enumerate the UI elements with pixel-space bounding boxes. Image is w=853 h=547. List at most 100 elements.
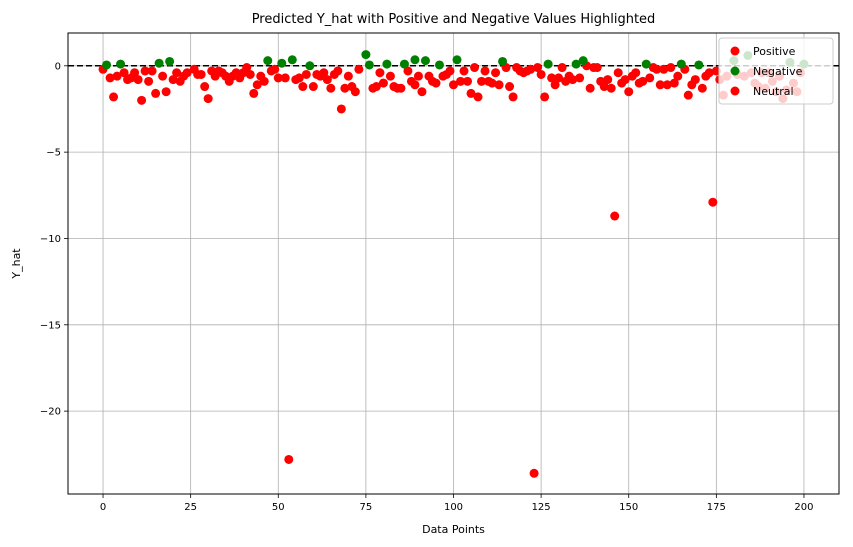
- data-point: [575, 73, 585, 83]
- legend-box: [718, 37, 834, 105]
- data-point: [420, 56, 430, 66]
- data-point: [613, 68, 623, 78]
- data-point: [578, 56, 588, 66]
- data-point: [620, 75, 630, 85]
- data-point: [200, 82, 210, 92]
- data-point: [371, 82, 381, 92]
- data-point: [284, 454, 294, 464]
- data-point: [172, 68, 182, 78]
- data-point: [301, 69, 311, 79]
- x-tick-label: 50: [272, 502, 285, 513]
- data-point: [456, 76, 466, 86]
- data-point: [557, 63, 567, 73]
- data-point: [610, 211, 620, 221]
- data-point: [399, 59, 409, 69]
- data-point: [396, 83, 406, 93]
- data-point: [708, 197, 718, 207]
- data-point: [137, 95, 147, 105]
- data-point: [459, 66, 469, 76]
- data-point: [326, 83, 336, 93]
- data-point: [498, 56, 508, 66]
- data-point: [333, 66, 343, 76]
- data-point: [249, 88, 259, 98]
- data-point: [350, 87, 360, 97]
- data-point: [645, 73, 655, 83]
- data-point: [543, 59, 553, 69]
- data-point: [242, 63, 252, 73]
- x-tick-label: 25: [184, 502, 197, 513]
- data-point: [161, 87, 171, 97]
- data-point: [417, 87, 427, 97]
- data-point: [526, 64, 536, 74]
- data-point: [403, 66, 413, 76]
- x-axis-ticks: 0 25 50 75 100 125 150 175 200: [100, 494, 814, 513]
- data-point: [676, 59, 686, 69]
- x-tick-label: 150: [619, 502, 638, 513]
- data-point: [147, 66, 157, 76]
- data-point: [683, 90, 693, 100]
- data-point: [158, 71, 168, 81]
- data-point: [203, 94, 213, 104]
- data-point: [133, 75, 143, 85]
- data-point: [480, 66, 490, 76]
- legend: Positive Negative Neutral: [718, 37, 834, 105]
- data-point: [130, 68, 140, 78]
- x-tick-label: 0: [100, 502, 106, 513]
- chart-title: Predicted Y_hat with Positive and Negati…: [252, 12, 656, 27]
- data-point: [603, 75, 613, 85]
- data-point: [431, 78, 441, 88]
- legend-marker: [730, 86, 740, 96]
- x-tick-label: 175: [707, 502, 726, 513]
- data-point: [463, 76, 473, 86]
- data-point: [434, 60, 444, 70]
- data-point: [410, 80, 420, 90]
- data-point: [568, 75, 578, 85]
- data-point: [673, 71, 683, 81]
- data-point: [624, 87, 634, 97]
- data-point: [571, 59, 581, 69]
- data-point: [704, 68, 714, 78]
- y-tick-label: 0: [55, 61, 61, 72]
- x-tick-label: 75: [360, 502, 373, 513]
- data-point: [533, 63, 543, 73]
- data-point: [245, 69, 255, 79]
- data-point: [466, 88, 476, 98]
- data-point: [445, 66, 455, 76]
- x-tick-label: 200: [794, 502, 813, 513]
- data-point: [547, 73, 557, 83]
- data-point: [585, 83, 595, 93]
- data-point: [354, 64, 364, 74]
- data-point: [550, 80, 560, 90]
- data-point: [529, 468, 539, 478]
- data-point: [487, 78, 497, 88]
- data-point: [410, 55, 420, 65]
- data-point: [606, 83, 616, 93]
- y-tick-label: −15: [40, 320, 61, 331]
- y-axis-label: Y_hat: [10, 248, 23, 280]
- y-axis-ticks: 0 −5 −10 −15 −20: [40, 61, 68, 418]
- data-point: [144, 76, 154, 86]
- data-point: [470, 63, 480, 73]
- data-point: [252, 80, 262, 90]
- data-point: [694, 60, 704, 70]
- y-tick-label: −20: [40, 407, 61, 418]
- y-tick-label: −10: [40, 234, 61, 245]
- data-point: [270, 64, 280, 74]
- data-point: [413, 71, 423, 81]
- data-point: [277, 58, 287, 68]
- data-point: [477, 76, 487, 86]
- data-point: [196, 69, 206, 79]
- data-point: [452, 55, 462, 65]
- data-point: [361, 50, 371, 60]
- data-point: [662, 80, 672, 90]
- data-point: [378, 78, 388, 88]
- data-point: [508, 92, 518, 102]
- data-point: [116, 59, 126, 69]
- data-point: [182, 68, 192, 78]
- data-point: [652, 64, 662, 74]
- data-point: [536, 69, 546, 79]
- series-positive: [98, 61, 805, 478]
- x-axis-label: Data Points: [422, 523, 485, 536]
- data-point: [280, 73, 290, 83]
- data-point: [641, 59, 651, 69]
